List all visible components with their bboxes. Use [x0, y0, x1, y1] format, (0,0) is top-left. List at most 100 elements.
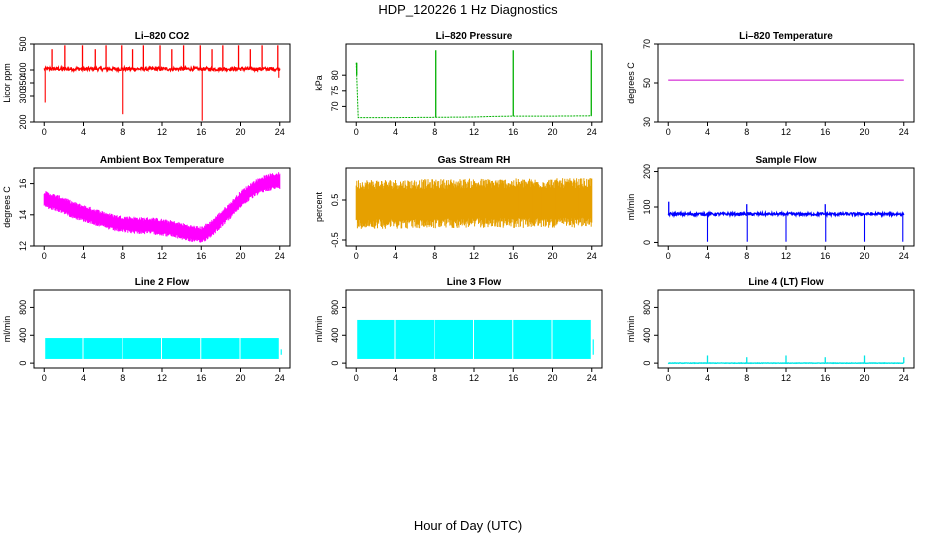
x-tick-label: 8 [744, 373, 749, 383]
y-axis-label: ml/min [314, 316, 324, 343]
x-tick-label: 12 [781, 127, 791, 137]
series-1 [43, 45, 281, 121]
x-tick-label: 12 [157, 127, 167, 137]
x-tick-label: 4 [81, 373, 86, 383]
y-tick-label: -0.5 [330, 232, 340, 248]
x-tick-label: 20 [547, 251, 557, 261]
x-tick-label: 16 [820, 373, 830, 383]
x-tick-label: 4 [705, 127, 710, 137]
x-tick-label: 24 [275, 127, 285, 137]
y-tick-label: 0 [642, 240, 652, 245]
x-tick-label: 20 [235, 127, 245, 137]
y-axis-label: percent [314, 191, 324, 222]
x-tick-label: 12 [469, 127, 479, 137]
x-tick-label: 8 [744, 127, 749, 137]
chart-panel-2: Li–820 Pressure kPa 0 4 8 12 16 20 24 70 75 80 [314, 31, 603, 137]
x-tick-label: 24 [899, 251, 909, 261]
panel-title: Line 3 Flow [447, 277, 502, 288]
x-tick-label: 16 [196, 251, 206, 261]
x-tick-label: 0 [354, 373, 359, 383]
x-tick-label: 12 [781, 373, 791, 383]
flow-block [434, 319, 474, 359]
x-tick-label: 20 [859, 373, 869, 383]
x-tick-label: 0 [42, 251, 47, 261]
series-line [355, 62, 592, 119]
y-tick-label: 14 [18, 210, 28, 220]
chart-panel-4: Ambient Box Temperature degrees C 0 4 8 12 16 2… [2, 155, 291, 261]
y-tick-label: 50 [642, 78, 652, 88]
x-tick-label: 4 [393, 251, 398, 261]
x-tick-label: 20 [859, 251, 869, 261]
page-title: HDP_120226 1 Hz Diagnostics [378, 2, 558, 17]
x-tick-label: 4 [393, 373, 398, 383]
x-tick-label: 8 [432, 127, 437, 137]
flow-block [45, 338, 83, 359]
x-tick-label: 16 [196, 127, 206, 137]
x-tick-label: 8 [120, 127, 125, 137]
y-axis-label: degrees C [626, 62, 636, 104]
y-axis-label: kPa [314, 75, 324, 91]
x-tick-label: 0 [354, 127, 359, 137]
chart-panel-9: Line 4 (LT) Flow ml/min 0 4 8 12 16 20 24 0 400 800 [626, 277, 915, 383]
x-tick-label: 0 [666, 373, 671, 383]
series-8 [357, 319, 594, 359]
plot-frame [657, 43, 915, 123]
flow-block [513, 319, 552, 359]
y-tick-label: 200 [642, 164, 652, 179]
x-tick-label: 8 [432, 251, 437, 261]
x-tick-label: 20 [235, 251, 245, 261]
series-7 [45, 338, 282, 359]
y-axis-label: ml/min [626, 194, 636, 221]
y-axis-label: degrees C [2, 186, 12, 228]
y-tick-label: 0 [330, 361, 340, 366]
series-line [43, 64, 281, 74]
x-tick-label: 16 [820, 251, 830, 261]
y-tick-label: 100 [642, 199, 652, 214]
flow-block [395, 319, 435, 359]
x-tick-label: 0 [42, 127, 47, 137]
x-tick-label: 0 [354, 251, 359, 261]
x-axis-caption: Hour of Day (UTC) [413, 518, 523, 533]
x-tick-label: 8 [120, 373, 125, 383]
y-tick-label: 16 [18, 179, 28, 189]
y-tick-label: 75 [330, 86, 340, 96]
x-tick-label: 4 [705, 373, 710, 383]
chart-panel-7: Line 2 Flow ml/min 0 4 8 12 16 20 24 0 400 800 [2, 277, 291, 383]
y-tick-label: 400 [18, 62, 28, 77]
y-tick-label: 800 [330, 300, 340, 315]
y-tick-label: 200 [18, 114, 28, 129]
y-tick-label: 70 [642, 39, 652, 49]
chart-panel-5: Gas Stream RH percent 0 4 8 12 16 20 24 -0.5 0.5 [314, 155, 603, 261]
x-tick-label: 4 [81, 127, 86, 137]
y-tick-label: 300 [18, 88, 28, 103]
x-tick-label: 24 [899, 373, 909, 383]
panel-title: Li–820 Temperature [739, 31, 833, 42]
y-tick-label: 400 [330, 328, 340, 343]
x-tick-label: 24 [587, 127, 597, 137]
panel-title: Li–820 CO2 [135, 31, 190, 42]
x-tick-label: 24 [899, 127, 909, 137]
y-tick-label: 0 [642, 361, 652, 366]
y-tick-label: 70 [330, 101, 340, 111]
x-tick-label: 12 [157, 251, 167, 261]
y-tick-label: 12 [18, 241, 28, 251]
flow-block [474, 319, 513, 359]
x-tick-label: 24 [275, 251, 285, 261]
x-tick-label: 12 [781, 251, 791, 261]
x-tick-label: 20 [235, 373, 245, 383]
x-tick-label: 8 [744, 251, 749, 261]
series-6 [667, 201, 905, 242]
x-tick-label: 8 [120, 251, 125, 261]
series-2 [355, 50, 592, 119]
y-axis-label: Licor ppm [2, 63, 12, 103]
y-tick-label: 0 [18, 361, 28, 366]
y-tick-label: 80 [330, 70, 340, 80]
y-axis-label: ml/min [2, 316, 12, 343]
y-tick-label: 0.5 [330, 194, 340, 207]
flow-block [122, 338, 162, 359]
x-tick-label: 4 [81, 251, 86, 261]
x-tick-label: 4 [705, 251, 710, 261]
y-tick-label: 400 [642, 328, 652, 343]
x-tick-label: 4 [393, 127, 398, 137]
